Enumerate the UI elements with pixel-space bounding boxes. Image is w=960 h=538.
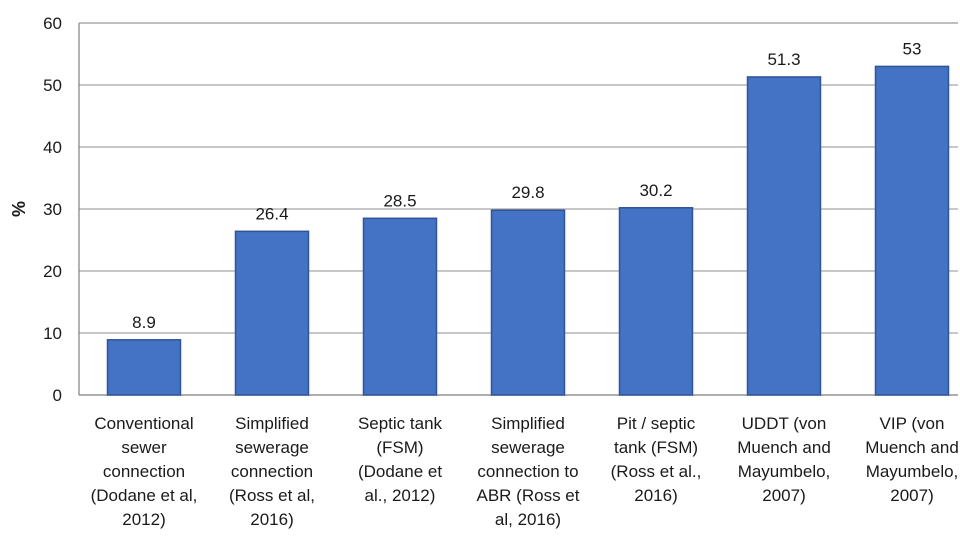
data-label: 28.5 — [383, 191, 416, 210]
category-label: UDDT (von Muench and Mayumbelo, 2007) — [737, 414, 831, 505]
bar — [106, 339, 182, 396]
category-label: Simplified sewerage connection (Ross et al,… — [229, 414, 315, 529]
y-tick-label: 20 — [43, 262, 62, 281]
bar — [874, 65, 950, 396]
y-tick-label: 30 — [43, 200, 62, 219]
category-label: Simplified sewerage connection to ABR (Ross… — [477, 414, 580, 529]
category-label: Septic tank (FSM) (Dodane et al., 2012) — [358, 414, 443, 505]
bar — [234, 230, 310, 396]
data-label: 53 — [903, 39, 922, 58]
data-label: 29.8 — [511, 183, 544, 202]
y-axis-ticks: 0 10 20 30 40 50 60 — [43, 14, 62, 405]
category-labels: Conventional sewer connection (Dodane et al… — [91, 414, 959, 529]
y-axis-title: % — [9, 201, 29, 217]
data-label: 26.4 — [255, 204, 288, 223]
category-label: Pit / septic tank (FSM) (Ross et al., 2016) — [611, 414, 702, 505]
data-label: 30.2 — [639, 181, 672, 200]
bar — [490, 209, 566, 396]
bars-layer — [106, 65, 950, 396]
y-tick-label: 50 — [43, 76, 62, 95]
data-label: 51.3 — [767, 50, 800, 69]
y-tick-label: 10 — [43, 324, 62, 343]
data-labels: 8.9 26.4 28.5 29.8 30.2 51.3 53 — [132, 39, 921, 331]
data-label: 8.9 — [132, 313, 156, 332]
y-tick-label: 0 — [53, 386, 62, 405]
y-tick-label: 60 — [43, 14, 62, 33]
bar — [362, 217, 438, 396]
bar — [746, 76, 822, 396]
y-tick-label: 40 — [43, 138, 62, 157]
bar — [618, 207, 694, 396]
category-label: Conventional sewer connection (Dodane et al… — [91, 414, 198, 529]
category-label: VIP (von Muench and Mayumbelo, 2007) — [865, 414, 959, 505]
